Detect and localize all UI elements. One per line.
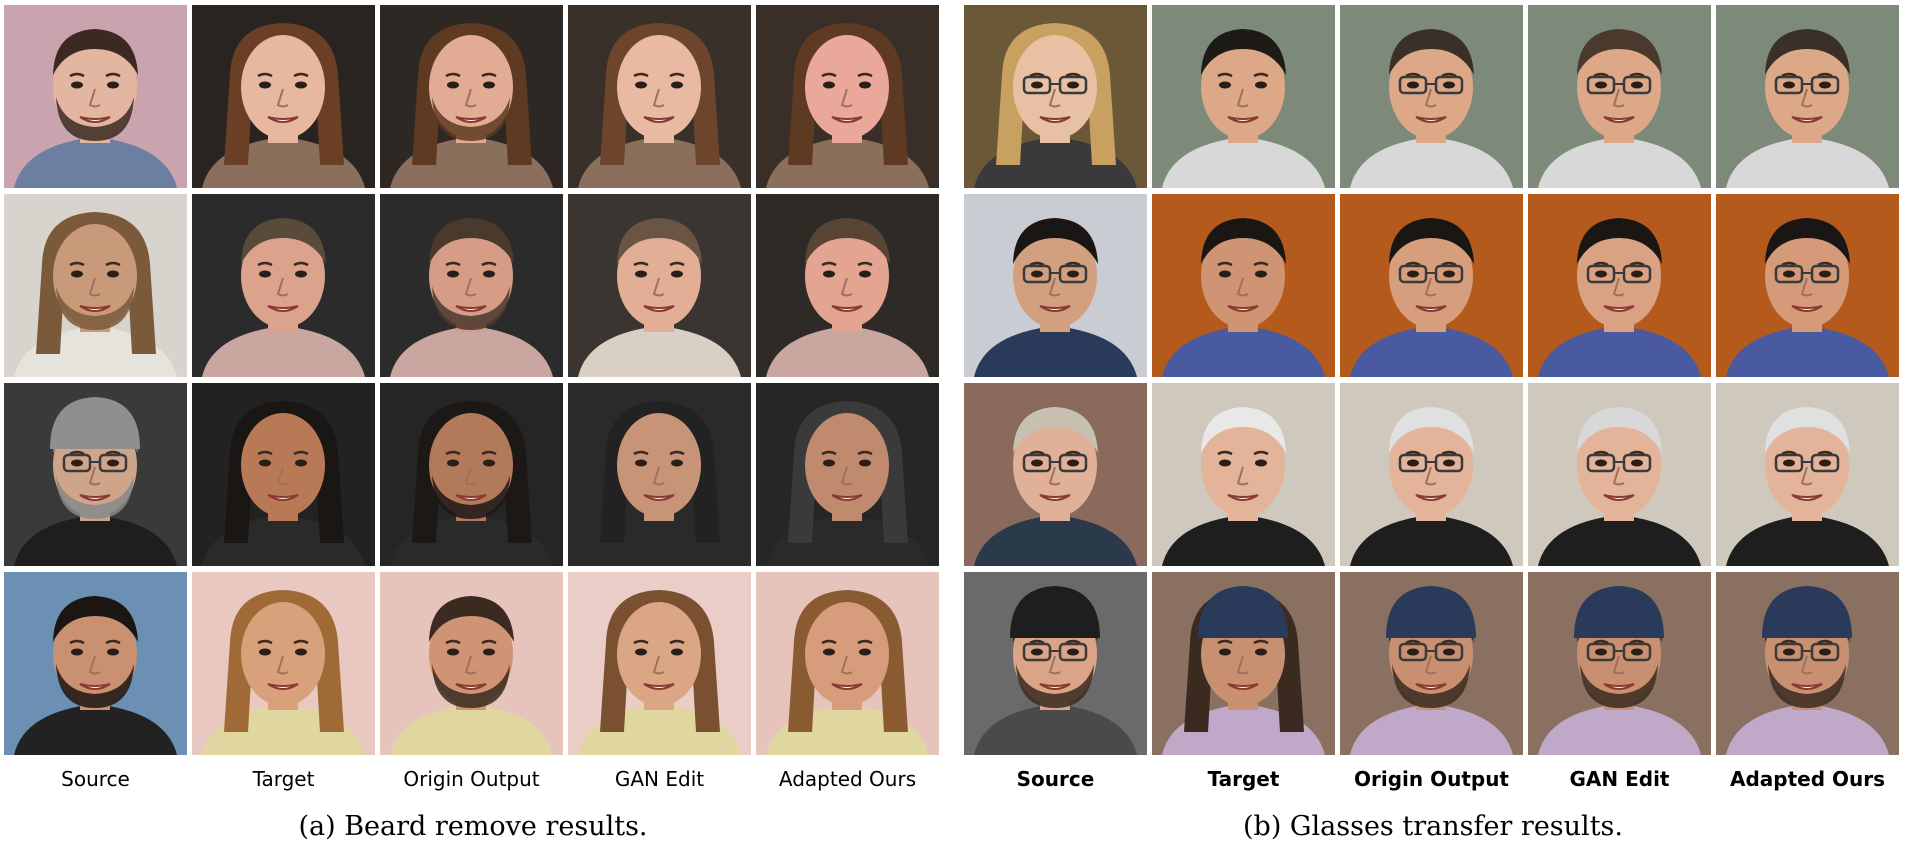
image-grid	[4, 5, 942, 755]
column-labels: Source Target Origin Output GAN Edit Ada…	[4, 765, 942, 793]
face-photo-target-person-cap	[1152, 572, 1335, 755]
face-photo-origin-output	[1340, 5, 1523, 188]
face-photo-adapted-ours	[1716, 194, 1899, 377]
face-photo-gan-edit	[568, 572, 751, 755]
caption-glasses-transfer: (b) Glasses transfer results.	[1243, 811, 1623, 842]
panel-glasses-transfer: Source Target Origin Output GAN Edit Ada…	[964, 5, 1902, 842]
face-photo-adapted-ours	[1716, 383, 1899, 566]
column-label-target: Target	[1207, 767, 1280, 791]
face-photo-source-man-beanie-glasses	[4, 383, 187, 566]
face-photo-gan-edit	[568, 383, 751, 566]
face-photo-source-man-long-hair	[4, 194, 187, 377]
face-photo-origin-output	[380, 383, 563, 566]
column-label-source: Source	[61, 767, 130, 791]
column-label-origin-output: Origin Output	[1353, 767, 1509, 791]
face-photo-origin-output	[380, 572, 563, 755]
face-photo-target-man-orange-bg	[1152, 194, 1335, 377]
face-photo-target-woman-blonde	[192, 572, 375, 755]
face-photo-target-man-white-hair	[1152, 383, 1335, 566]
face-photo-origin-output	[380, 194, 563, 377]
column-label-adapted-ours: Adapted Ours	[1729, 767, 1886, 791]
face-photo-source-man-beard	[4, 5, 187, 188]
face-photo-gan-edit	[568, 5, 751, 188]
face-photo-target-man-smiling	[192, 194, 375, 377]
face-photo-adapted-ours	[756, 383, 939, 566]
column-label-target: Target	[252, 767, 315, 791]
face-photo-origin-output	[380, 5, 563, 188]
face-photo-origin-output	[1340, 572, 1523, 755]
face-photo-gan-edit	[1528, 5, 1711, 188]
face-photo-origin-output	[1340, 194, 1523, 377]
column-label-source: Source	[1016, 767, 1095, 791]
panel-beard-remove: Source Target Origin Output GAN Edit Ada…	[4, 5, 942, 842]
face-photo-source-man-smiling-stubble	[4, 572, 187, 755]
face-photo-adapted-ours	[1716, 5, 1899, 188]
caption-beard-remove: (a) Beard remove results.	[298, 811, 648, 842]
column-label-gan-edit: GAN Edit	[614, 767, 705, 791]
face-photo-source-man-glasses-pen	[964, 194, 1147, 377]
face-photo-source-woman-glasses	[964, 5, 1147, 188]
face-photo-target-young-man	[1152, 5, 1335, 188]
face-photo-adapted-ours	[756, 194, 939, 377]
face-photo-target-woman-dark-hair	[192, 383, 375, 566]
face-photo-target-woman-brown-hair	[192, 5, 375, 188]
face-photo-adapted-ours	[756, 5, 939, 188]
face-photo-adapted-ours	[756, 572, 939, 755]
face-photo-adapted-ours	[1716, 572, 1899, 755]
face-photo-gan-edit	[1528, 383, 1711, 566]
face-photo-source-man-black-glasses	[964, 383, 1147, 566]
face-photo-gan-edit	[1528, 194, 1711, 377]
face-photo-gan-edit	[568, 194, 751, 377]
face-photo-gan-edit	[1528, 572, 1711, 755]
column-label-gan-edit: GAN Edit	[1569, 767, 1670, 791]
column-label-adapted-ours: Adapted Ours	[778, 767, 917, 791]
column-labels: Source Target Origin Output GAN Edit Ada…	[964, 765, 1902, 793]
image-grid	[964, 5, 1902, 755]
column-label-origin-output: Origin Output	[403, 767, 540, 791]
face-photo-origin-output	[1340, 383, 1523, 566]
face-photo-source-man-beanie	[964, 572, 1147, 755]
